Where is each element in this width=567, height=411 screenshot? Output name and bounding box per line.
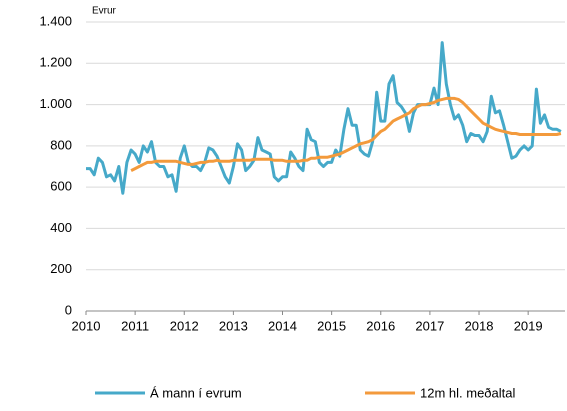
series-line: [86, 41, 562, 195]
y-tick-label: 1.200: [39, 55, 72, 70]
y-tick-label: 1.400: [39, 13, 72, 28]
legend-label: Á mann í evrum: [150, 385, 242, 400]
y-tick-label: 400: [50, 220, 72, 235]
x-tick-label: 2014: [268, 318, 297, 333]
y-tick-label: 800: [50, 137, 72, 152]
y-tick-label: 0: [65, 302, 72, 317]
x-tick-label: 2019: [514, 318, 543, 333]
x-tick-label: 2013: [219, 318, 248, 333]
x-tick-label: 2016: [366, 318, 395, 333]
x-tick-label: 2012: [170, 318, 199, 333]
y-tick-label: 200: [50, 261, 72, 276]
y-tick-label: 1.000: [39, 96, 72, 111]
x-tick-label: 2010: [72, 318, 101, 333]
series-line: [130, 96, 562, 172]
x-tick-label: 2017: [415, 318, 444, 333]
x-tick-label: 2011: [121, 318, 149, 333]
y-axis-label: Evrur: [92, 6, 117, 17]
x-tick-label: 2018: [465, 318, 494, 333]
legend-label: 12m hl. meðaltal: [420, 385, 515, 400]
y-tick-label: 600: [50, 179, 72, 194]
x-tick-label: 2015: [317, 318, 346, 333]
